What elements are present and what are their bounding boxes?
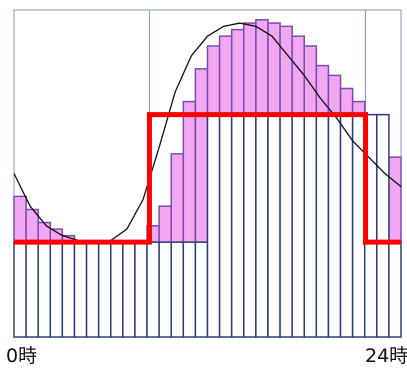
base-bar-3 (49, 241, 64, 338)
step-line (14, 112, 401, 245)
demand-bar-13 (170, 153, 185, 243)
base-bar-0 (13, 241, 27, 338)
step-line-layer (14, 112, 401, 245)
demand-bar-12 (158, 205, 172, 243)
base-bar-8 (110, 241, 124, 338)
demand-bar-0 (13, 195, 27, 243)
demand-bar-16 (206, 45, 221, 116)
demand-bar-20 (255, 19, 269, 116)
base-bar-23 (291, 113, 305, 338)
demand-bar-19 (243, 22, 257, 116)
base-bars-layer (13, 113, 402, 338)
base-bar-26 (327, 113, 342, 338)
base-bar-5 (73, 241, 88, 338)
base-bar-28 (351, 113, 366, 338)
demand-bar-21 (267, 22, 281, 116)
base-bar-15 (194, 241, 209, 338)
x-tick-label-start: 0時 (6, 345, 37, 367)
base-bar-30 (376, 113, 390, 338)
base-bar-7 (97, 241, 112, 338)
x-tick-layer: 0時 24時 (6, 345, 407, 367)
demand-bar-2 (37, 221, 52, 243)
demand-bar-24 (303, 45, 318, 116)
demand-bar-18 (230, 28, 245, 116)
base-bar-19 (243, 113, 257, 338)
demand-bar-17 (218, 35, 233, 116)
base-bar-17 (218, 113, 233, 338)
base-bar-18 (230, 113, 245, 338)
x-tick-label-end: 24時 (365, 345, 407, 367)
base-bar-27 (339, 113, 354, 338)
base-bar-13 (170, 241, 185, 338)
base-bar-21 (267, 113, 281, 338)
demand-bar-22 (279, 25, 293, 116)
base-bar-11 (146, 241, 160, 338)
base-bar-14 (182, 241, 197, 338)
demand-bar-31 (388, 156, 402, 243)
base-bar-2 (37, 241, 52, 338)
demand-bar-26 (327, 74, 342, 116)
base-bar-31 (388, 241, 402, 338)
base-bar-6 (85, 241, 100, 338)
base-bar-9 (122, 241, 136, 338)
demand-bar-15 (194, 68, 209, 243)
base-bar-12 (158, 241, 172, 338)
base-bar-10 (134, 241, 148, 338)
base-bar-16 (206, 113, 221, 338)
demand-bar-25 (315, 64, 330, 116)
demand-bar-27 (339, 87, 354, 116)
base-bar-24 (303, 113, 318, 338)
base-bar-4 (61, 241, 76, 338)
base-bar-22 (279, 113, 293, 338)
demand-bar-14 (182, 100, 197, 243)
base-bar-25 (315, 113, 330, 338)
demand-bar-23 (291, 35, 305, 116)
base-bar-20 (255, 113, 269, 338)
base-bar-1 (25, 241, 39, 338)
